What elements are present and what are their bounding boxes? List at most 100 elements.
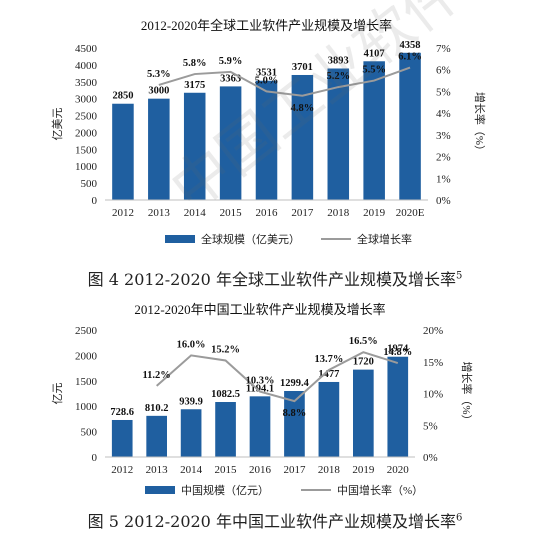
global-chart-growth-line: [158, 66, 411, 97]
global-chart-bar: [363, 61, 385, 201]
global-chart-growth-value-label: 5.5%: [362, 65, 386, 76]
figure-5-footnote-ref: 6: [455, 512, 463, 524]
china-chart-bar: [111, 419, 133, 457]
china-chart-bar-value-label: 1194.1: [246, 383, 274, 394]
global-chart-x-tick-label: 2012: [112, 207, 134, 219]
china-chart-bar-value-label: 939.9: [179, 396, 203, 407]
global-chart-y-tick-label: 0: [92, 195, 98, 207]
global-chart-legend-bar-label: 全球规模（亿美元）: [201, 232, 300, 246]
china-chart-legend-bar-label: 中国规模（亿元）: [181, 483, 269, 497]
global-chart-y2-tick-label: 1%: [436, 173, 451, 185]
global-chart-x-tick-label: 2020E: [396, 207, 425, 219]
china-chart-growth-value-label: 15.2%: [211, 344, 240, 355]
global-chart-bar: [112, 103, 134, 200]
global-chart-x-tick-label: 2017: [291, 207, 314, 219]
global-chart-bar: [219, 86, 242, 200]
figure-4-footnote-ref: 5: [455, 270, 463, 282]
china-chart-y-axis-title: 亿元: [51, 383, 64, 405]
china-chart-growth-line: [156, 351, 399, 403]
global-chart-growth-value-label: 5.2%: [326, 71, 350, 82]
global-chart-legend-bar-swatch: [165, 235, 195, 243]
global-chart-bar: [148, 98, 170, 200]
china-chart-growth-value-label: 10.3%: [246, 376, 275, 387]
global-chart-bar-value-label: 2850: [112, 91, 133, 102]
global-chart-y2-tick-label: 5%: [436, 86, 451, 98]
global-chart-x-tick-label: 2013: [148, 207, 171, 219]
china-chart-y-tick-label: 500: [81, 427, 98, 439]
figure-4-caption-text: 图 4 2012-2020 年全球工业软件产业规模及增长率: [87, 270, 456, 289]
global-chart-y2-axis-title: 增长率（%）: [473, 92, 487, 156]
global-chart-bar-value-label: 4107: [364, 48, 385, 59]
global-chart-x-tick-label: 2015: [220, 207, 243, 219]
china-chart-x-tick-label: 2016: [249, 464, 272, 476]
global-chart-bar: [399, 52, 421, 200]
china-chart-y-tick-label: 2500: [75, 325, 98, 337]
global-chart-bar: [183, 92, 206, 200]
global-chart-y-tick-label: 2500: [75, 111, 98, 123]
global-chart-x-tick-label: 2018: [327, 207, 350, 219]
china-chart-x-tick-label: 2014: [180, 464, 203, 476]
china-chart-bar: [353, 369, 374, 457]
global-chart-y-tick-label: 4500: [75, 43, 98, 55]
china-chart-bar-value-label: 728.6: [110, 407, 134, 418]
figure-5-caption-text: 图 5 2012-2020 年中国工业软件产业规模及增长率: [87, 512, 456, 531]
global-chart-bar: [327, 68, 350, 200]
china-chart-y2-tick-label: 0%: [423, 452, 438, 464]
global-industrial-software-chart: 2012-2020年全球工业软件产业规模及增长率 0 500 1000 1500 2000…: [51, 18, 487, 246]
global-chart-bar: [291, 74, 314, 200]
china-chart-bar-value-label: 1477: [318, 369, 339, 380]
global-chart-y2-tick-label: 2%: [436, 152, 451, 164]
global-chart-growth-value-label: 4.8%: [291, 103, 315, 114]
china-chart-x-tick-label: 2017: [283, 464, 306, 476]
china-chart-x-tick-label: 2013: [146, 464, 169, 476]
china-chart-growth-value-label: 13.7%: [314, 354, 343, 365]
global-chart-y-tick-label: 2000: [75, 127, 98, 139]
china-chart-growth-value-label: 16.0%: [177, 339, 206, 350]
china-chart-legend-bar-swatch: [145, 486, 175, 494]
china-chart-bar-value-label: 1082.5: [211, 389, 240, 400]
global-chart-y2-tick-label: 0%: [436, 195, 451, 207]
global-chart-bar-value-label: 4358: [400, 40, 421, 51]
global-chart-bar: [255, 80, 278, 200]
china-chart-y2-tick-label: 20%: [423, 325, 443, 337]
china-chart-bar: [318, 381, 340, 457]
global-chart-y2-tick-label: 4%: [436, 108, 451, 120]
global-chart-growth-value-label: 5.3%: [147, 69, 171, 80]
china-chart-y2-tick-label: 15%: [423, 357, 443, 369]
china-chart-title: 2012-2020年中国工业软件产业规模及增长率: [134, 302, 385, 317]
figure-4-caption: 图 4 2012-2020 年全球工业软件产业规模及增长率5: [0, 266, 550, 290]
china-chart-x-tick-label: 2018: [318, 464, 341, 476]
china-chart-y-tick-label: 0: [92, 452, 98, 464]
global-chart-x-tick-label: 2019: [363, 207, 386, 219]
global-chart-y-tick-label: 3500: [75, 77, 98, 89]
china-chart-bar: [284, 390, 305, 457]
china-chart-x-tick-label: 2015: [215, 464, 238, 476]
global-chart-y2-tick-label: 3%: [436, 130, 451, 142]
global-chart-x-tick-label: 2014: [184, 207, 207, 219]
china-chart-bar: [146, 415, 167, 457]
global-chart-growth-value-label: 5.8%: [183, 58, 207, 69]
global-chart-y2-tick-label: 7%: [436, 43, 451, 55]
global-chart-growth-value-label: 5.0%: [255, 75, 279, 86]
global-chart-legend-line-label: 全球增长率: [357, 232, 412, 246]
china-chart-growth-value-label: 16.5%: [349, 336, 378, 347]
global-chart-x-tick-label: 2016: [256, 207, 279, 219]
china-chart-bar-value-label: 1299.4: [280, 378, 310, 389]
china-chart-y2-tick-label: 10%: [423, 389, 443, 401]
china-chart-growth-value-label: 11.2%: [143, 370, 171, 381]
china-chart-bar: [180, 409, 202, 457]
china-industrial-software-chart: 2012-2020年中国工业软件产业规模及增长率 0 500 1000 1500 2000…: [51, 302, 474, 497]
china-chart-y-tick-label: 2000: [75, 350, 98, 362]
china-chart-y-tick-label: 1000: [75, 401, 98, 413]
china-chart-y-tick-label: 1500: [75, 376, 98, 388]
global-chart-y-axis-title: 亿美元: [51, 108, 64, 141]
china-chart-x-tick-label: 2012: [111, 464, 133, 476]
global-chart-bar-value-label: 3175: [184, 80, 205, 91]
china-chart-growth-value-label: 14.8%: [383, 347, 412, 358]
global-chart-y-tick-label: 1000: [75, 161, 98, 173]
global-chart-growth-value-label: 6.1%: [398, 52, 422, 63]
china-chart-bar-value-label: 1974: [387, 344, 409, 355]
china-chart-bar-value-label: 810.2: [145, 403, 169, 414]
global-chart-y-tick-label: 3000: [75, 94, 98, 106]
global-chart-bar-value-label: 3701: [292, 62, 313, 73]
